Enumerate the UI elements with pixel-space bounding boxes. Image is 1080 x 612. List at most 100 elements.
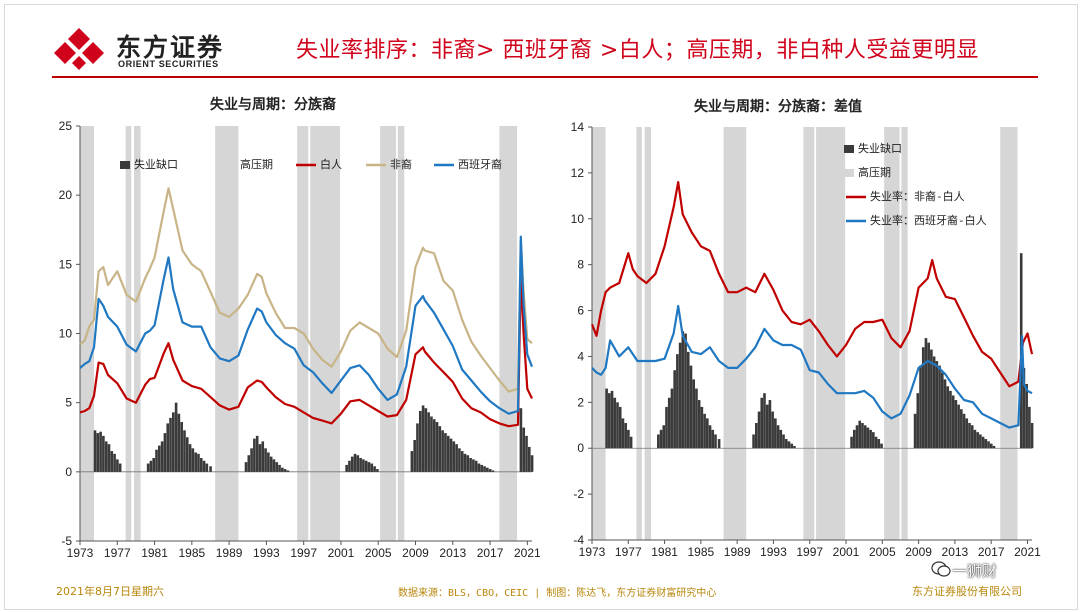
chart1-gap-bar-37 — [255, 435, 259, 472]
chart2-x-tick-label-2: 1981 — [651, 545, 678, 559]
chart1-high-pressure-band-8 — [499, 126, 518, 541]
chart2-gap-bar-5 — [618, 406, 622, 449]
chart2-y-tick-label-4: 4 — [577, 349, 584, 363]
wechat-icon — [931, 561, 951, 577]
chart2-high-pressure-band-7 — [901, 127, 908, 540]
chart1-gap-bar-95 — [530, 455, 534, 472]
chart1-gap-bar-29 — [199, 458, 203, 472]
chart2-high-pressure-band-6 — [884, 127, 900, 540]
chart2-gap-bar-60 — [880, 443, 883, 449]
chart1-gap-bar-31 — [205, 463, 209, 472]
chart2-x-tick-label-12: 2021 — [1014, 545, 1041, 559]
chart2-gap-bar-9 — [629, 436, 633, 449]
chart2-gap-bar-3 — [613, 397, 617, 449]
chart2-gap-bar-87 — [984, 439, 988, 449]
chart1-gap-bar-63 — [416, 423, 419, 472]
chart2-gap-bar-94 — [1028, 406, 1031, 449]
chart1-high-pressure-band-7 — [397, 126, 405, 541]
chart1-gap-bar-27 — [194, 452, 197, 472]
chart1-x-tick-label-0: 1973 — [67, 546, 94, 560]
chart2-gap-bar-53 — [861, 422, 864, 449]
chart2-gap-bar-89 — [989, 443, 993, 449]
chart2-gap-bar-24 — [695, 388, 698, 449]
chart1-gap-bar-14 — [158, 445, 161, 472]
chart2-gap-bar-64 — [921, 347, 925, 449]
chart2-gap-bar-18 — [678, 342, 682, 449]
chart2-gap-bar-54 — [863, 425, 867, 449]
chart2-gap-bar-55 — [866, 427, 870, 449]
chart1-gap-bar-80 — [463, 453, 467, 472]
chart1-gap-bar-0 — [93, 430, 97, 472]
chart2-gap-bar-70 — [938, 365, 941, 449]
chart2-gap-bar-65 — [924, 338, 928, 449]
chart2-gap-bar-20 — [684, 333, 687, 449]
chart1-line-0 — [79, 274, 533, 428]
chart1-high-pressure-band-2 — [134, 126, 141, 541]
chart1-gap-bar-67 — [427, 412, 430, 472]
chart2-gap-bar-19 — [681, 331, 685, 449]
chart1-legend-label-3: 非裔 — [390, 157, 412, 171]
chart1-legend-label-0: 失业缺口 — [134, 157, 178, 171]
chart1-legend-swatch-0 — [120, 161, 130, 169]
chart2-gap-bar-50 — [852, 429, 856, 449]
chart1-gap-bar-18 — [169, 417, 172, 472]
chart1-gap-bar-69 — [432, 419, 436, 472]
chart2-gap-bar-34 — [755, 422, 758, 449]
chart1-gap-bar-23 — [183, 430, 186, 472]
chart1-line-1 — [79, 187, 533, 393]
chart2-gap-bar-13 — [665, 406, 668, 449]
chart1-gap-bar-3 — [102, 435, 105, 472]
chart1-legend-label-2: 白人 — [320, 157, 342, 171]
chart1-gap-bar-81 — [466, 455, 470, 472]
chart2-gap-bar-28 — [706, 418, 709, 449]
chart1-gap-bar-57 — [367, 462, 371, 472]
chart1-gap-bar-85 — [477, 463, 481, 472]
chart2-gap-bar-21 — [686, 351, 690, 449]
chart1-legend-label-4: 西班牙裔 — [458, 157, 502, 171]
chart1-gap-bar-77 — [455, 444, 458, 472]
chart1-gap-bar-84 — [474, 460, 478, 472]
chart2-gap-bar-72 — [943, 379, 947, 449]
logo-diamond-icon — [54, 28, 104, 70]
chart1-gap-bar-61 — [410, 451, 414, 472]
chart1-gap-bar-92 — [522, 427, 526, 472]
chart2-x-tick-label-8: 2005 — [869, 545, 896, 559]
orient-securities-logo: 东方证券 ORIENT SECURITIES — [52, 26, 262, 72]
chart2-gap-bar-35 — [757, 411, 761, 449]
chart1-gap-bar-78 — [458, 448, 461, 472]
chart1-line-2 — [79, 235, 534, 415]
chart2-x-tick-label-10: 2013 — [942, 545, 969, 559]
chart2-gap-bar-67 — [930, 349, 933, 449]
chart2-gap-bar-43 — [779, 429, 783, 449]
chart1-legend-swatch-1 — [226, 161, 236, 169]
chart1-gap-bar-59 — [373, 466, 376, 472]
chart2-gap-bar-15 — [670, 388, 674, 449]
chart1-gap-bar-60 — [376, 469, 379, 472]
chart2-gap-bar-52 — [858, 420, 862, 449]
chart1-y-tick-label-2: 5 — [65, 396, 72, 410]
chart2-gap-bar-84 — [976, 432, 979, 449]
chart1-high-pressure-band-6 — [380, 126, 396, 541]
chart2-gap-bar-41 — [774, 418, 777, 449]
chart-1-title: 失业与周期：分族裔 — [210, 97, 336, 113]
chart2-y-tick-label-5: 6 — [577, 304, 584, 318]
chart1-gap-bar-64 — [418, 410, 422, 472]
chart2-gap-bar-85 — [979, 434, 982, 449]
chart2-high-pressure-band-2 — [644, 127, 651, 540]
chart1-gap-bar-89 — [488, 469, 492, 472]
footer-company: 东方证券股份有限公司 — [912, 585, 1022, 598]
chart2-gap-bar-27 — [703, 413, 706, 449]
chart1-gap-bar-66 — [424, 408, 428, 472]
chart2-gap-bar-22 — [689, 365, 693, 449]
chart1-gap-bar-49 — [345, 464, 348, 472]
chart1-gap-bar-40 — [264, 448, 267, 472]
chart2-gap-bar-12 — [662, 425, 666, 449]
chart1-y-tick-label-5: 20 — [59, 188, 73, 202]
chart1-gap-bar-24 — [185, 437, 189, 472]
chart2-gap-bar-78 — [960, 409, 963, 449]
chart1-gap-bar-68 — [430, 416, 433, 472]
chart1-gap-bar-6 — [110, 451, 114, 472]
chart1-gap-bar-79 — [460, 451, 464, 472]
chart2-y-tick-label-6: 8 — [577, 258, 584, 272]
chart1-gap-bar-32 — [209, 466, 212, 472]
